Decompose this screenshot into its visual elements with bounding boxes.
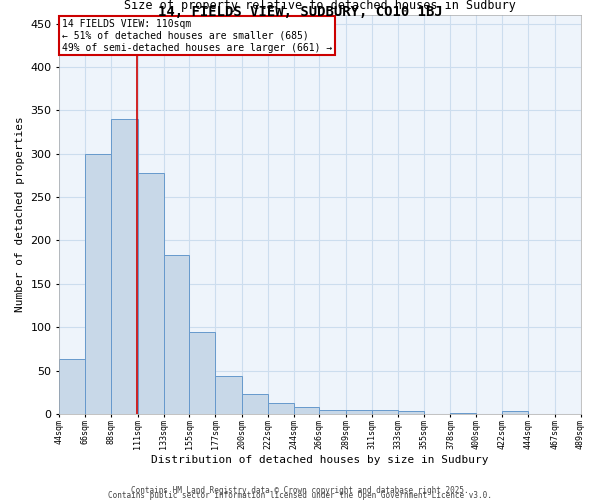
Bar xyxy=(268,402,293,414)
Bar xyxy=(111,119,138,414)
Y-axis label: Number of detached properties: Number of detached properties xyxy=(15,116,25,312)
Bar xyxy=(319,410,346,414)
Text: 14, FIELDS VIEW, SUDBURY, CO10 1BJ: 14, FIELDS VIEW, SUDBURY, CO10 1BJ xyxy=(158,5,442,19)
Bar xyxy=(59,360,85,414)
X-axis label: Distribution of detached houses by size in Sudbury: Distribution of detached houses by size … xyxy=(151,455,488,465)
Bar xyxy=(242,394,268,414)
Bar xyxy=(190,332,215,414)
Text: 14 FIELDS VIEW: 110sqm
← 51% of detached houses are smaller (685)
49% of semi-de: 14 FIELDS VIEW: 110sqm ← 51% of detached… xyxy=(62,20,332,52)
Bar xyxy=(164,255,190,414)
Bar xyxy=(138,173,164,414)
Text: Contains public sector information licensed under the Open Government Licence v3: Contains public sector information licen… xyxy=(108,491,492,500)
Bar xyxy=(215,376,242,414)
Bar xyxy=(85,154,111,414)
Bar xyxy=(502,412,528,414)
Bar xyxy=(398,412,424,414)
Bar xyxy=(346,410,372,414)
Title: Size of property relative to detached houses in Sudbury: Size of property relative to detached ho… xyxy=(124,0,516,12)
Bar xyxy=(372,410,398,414)
Text: Contains HM Land Registry data © Crown copyright and database right 2025.: Contains HM Land Registry data © Crown c… xyxy=(131,486,469,495)
Bar xyxy=(293,407,319,414)
Bar xyxy=(451,413,476,414)
